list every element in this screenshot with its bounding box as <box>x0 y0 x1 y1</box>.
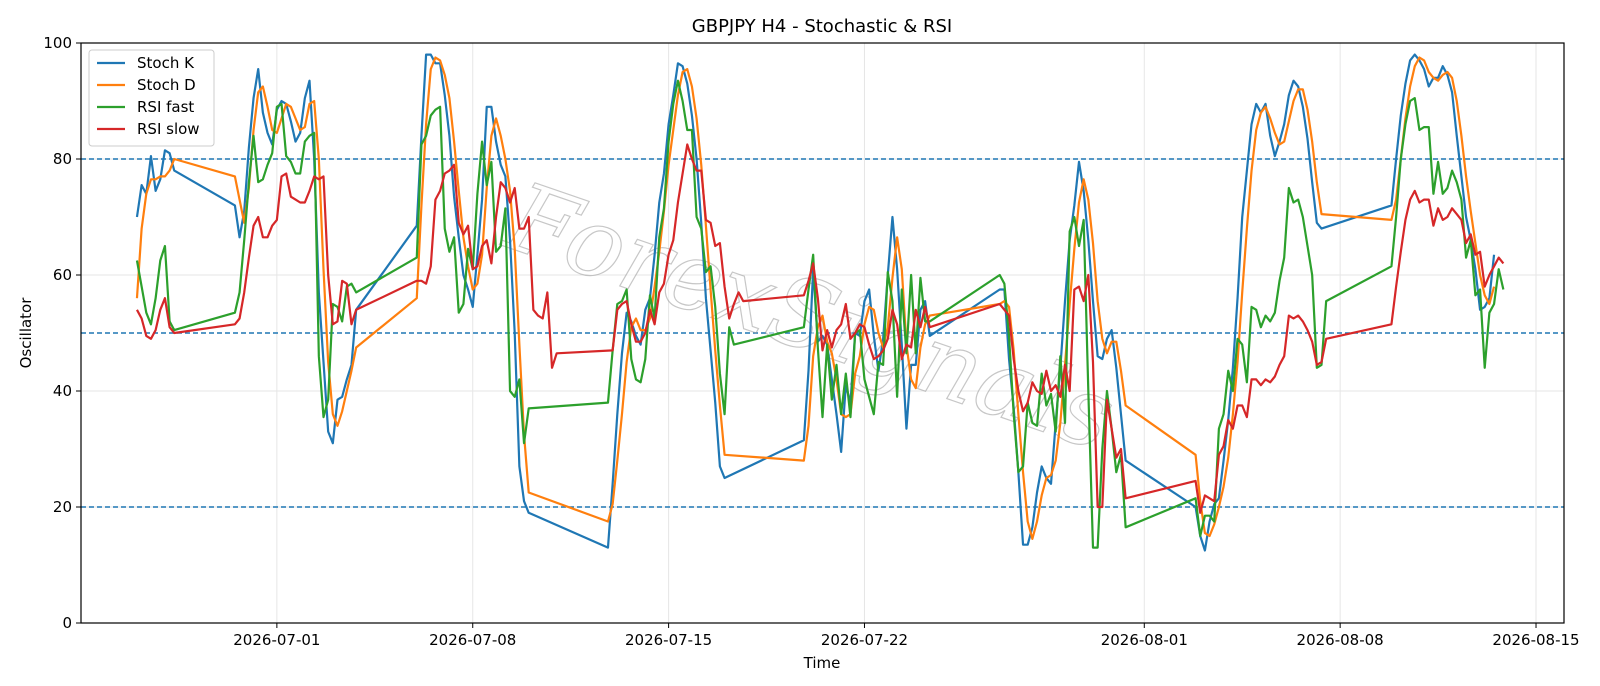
legend-label-stoch-k: Stoch K <box>137 54 195 72</box>
legend: Stoch K Stoch D RSI fast RSI slow <box>88 49 215 147</box>
x-tick-label-6: 2026-08-15 <box>1492 631 1579 649</box>
y-tick-label-5: 100 <box>43 34 72 52</box>
y-tick-label-3: 60 <box>53 266 72 284</box>
legend-label-stoch-d: Stoch D <box>137 76 196 94</box>
chart-title: GBPJPY H4 - Stochastic & RSI <box>692 16 952 37</box>
legend-label-rsi-slow: RSI slow <box>137 120 200 138</box>
x-tick-label-4: 2026-08-01 <box>1101 631 1188 649</box>
x-axis-ticks: 2026-07-01 2026-07-08 2026-07-15 2026-07-22… <box>233 623 1580 649</box>
legend-box <box>88 49 215 147</box>
y-axis-ticks: 0 20 40 60 80 100 <box>43 34 81 632</box>
reference-lines <box>81 158 1564 508</box>
x-tick-label-3: 2026-07-22 <box>821 631 908 649</box>
y-axis-title: Oscillator <box>17 297 35 369</box>
x-tick-label-2: 2026-07-15 <box>625 631 712 649</box>
series-line-stoch-d <box>135 56 1496 541</box>
x-tick-label-5: 2026-08-08 <box>1297 631 1384 649</box>
legend-label-rsi-fast: RSI fast <box>137 98 194 116</box>
series-lines <box>135 53 1505 552</box>
series-line-rsi-slow <box>135 143 1505 514</box>
axes-frame <box>80 42 1565 624</box>
y-tick-label-1: 20 <box>53 498 72 516</box>
x-axis-title: Time <box>803 654 841 672</box>
y-tick-label-2: 40 <box>53 382 72 400</box>
y-tick-label-0: 0 <box>62 614 72 632</box>
x-tick-label-0: 2026-07-01 <box>233 631 320 649</box>
y-tick-label-4: 80 <box>53 150 72 168</box>
x-tick-label-1: 2026-07-08 <box>429 631 516 649</box>
